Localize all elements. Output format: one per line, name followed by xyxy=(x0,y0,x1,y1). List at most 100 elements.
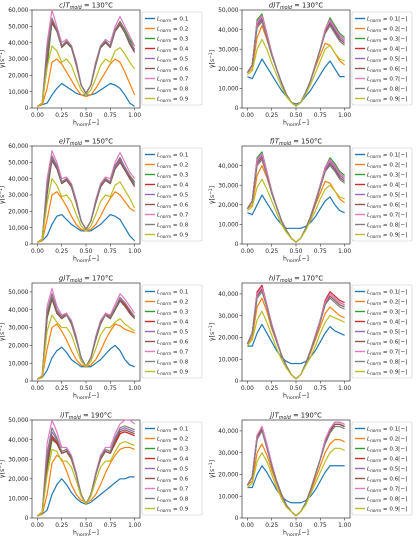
legend-box xyxy=(141,11,203,106)
y-tick-label: 20,000 xyxy=(8,477,29,483)
y-tick-label: 0 xyxy=(25,516,29,522)
legend-entry: Lnorm = 0.3[−] xyxy=(367,310,407,316)
y-axis-label: γ̇[s−1] xyxy=(0,50,6,68)
legend-entry: Lnorm = 0.5[−] xyxy=(367,330,407,336)
legend-entry: Lnorm = 0.2 xyxy=(157,300,188,306)
x-axis-label: hnorm[−] xyxy=(73,393,99,402)
legend-entry: Lnorm = 0.4[−] xyxy=(367,47,407,53)
y-tick-label: 10,000 xyxy=(218,87,239,93)
legend-entry: Lnorm = 0.8 xyxy=(157,497,189,503)
chart-title: f)Tmold = 150°C xyxy=(270,138,323,148)
series-line xyxy=(37,446,135,517)
y-axis-label: γ̇[s−1] xyxy=(0,186,6,204)
legend-entry: Lnorm = 0.9[−] xyxy=(367,97,407,103)
legend-entry: Lnorm = 0.6[−] xyxy=(367,67,407,73)
legend-entry: Lnorm = 0.1[−] xyxy=(367,17,407,23)
y-tick-label: 20,000 xyxy=(218,67,239,73)
x-axis-label: hnorm[−] xyxy=(283,393,309,402)
y-tick-label: 10,000 xyxy=(218,357,239,363)
x-tick-label: 0.75 xyxy=(104,249,117,255)
legend-entry: Lnorm = 0.8[−] xyxy=(367,497,407,503)
x-tick-label: 0.75 xyxy=(104,386,117,392)
legend-entry: Lnorm = 0.7 xyxy=(157,487,189,493)
chart-title: i)Tmold = 190°C xyxy=(60,412,112,422)
x-tick-label: 0.50 xyxy=(290,249,303,255)
y-tick-label: 30,000 xyxy=(8,457,29,463)
legend-box xyxy=(141,147,203,242)
x-tick-label: 1.00 xyxy=(338,386,351,392)
legend-entry: Lnorm = 0.3[−] xyxy=(367,173,407,179)
x-tick-label: 0.25 xyxy=(265,386,278,392)
legend-entry: Lnorm = 0.7[−] xyxy=(367,487,407,493)
chart-panel: 0 10,000 20,000 30,000 40,000 0.00 0.25 0.50 0.7… xyxy=(208,412,413,538)
y-tick-label: 40,000 xyxy=(8,438,29,444)
legend-entry: Lnorm = 0.2 xyxy=(157,437,188,443)
x-tick-label: 0.50 xyxy=(290,386,303,392)
legend-entry: Lnorm = 0.8[−] xyxy=(367,360,407,366)
legend-entry: Lnorm = 0.2 xyxy=(157,27,188,33)
legend-entry: Lnorm = 0.1 xyxy=(157,153,189,159)
y-tick-label: 20,000 xyxy=(8,344,29,350)
legend-entry: Lnorm = 0.5[−] xyxy=(367,57,407,63)
chart-title: g)Tmold = 170°C xyxy=(59,275,114,285)
legend-entry: Lnorm = 0.6 xyxy=(157,203,189,209)
legend-entry: Lnorm = 0.3[−] xyxy=(367,37,407,43)
chart-title: e)Tmold = 150°C xyxy=(59,138,113,148)
x-tick-label: 1.00 xyxy=(338,249,351,255)
y-tick-label: 40,000 xyxy=(218,28,239,34)
series-line xyxy=(246,447,345,517)
y-tick-label: 0 xyxy=(25,242,29,248)
legend-entry: Lnorm = 0.8[−] xyxy=(367,223,407,229)
legend-entry: Lnorm = 0.7[−] xyxy=(367,350,407,356)
legend-entry: Lnorm = 0.5 xyxy=(157,330,189,336)
x-tick-label: 0.00 xyxy=(241,249,254,255)
legend-entry: Lnorm = 0.8[−] xyxy=(367,87,407,93)
x-tick-label: 0.75 xyxy=(104,113,117,119)
x-tick-label: 0.00 xyxy=(31,523,44,529)
legend-entry: Lnorm = 0.7[−] xyxy=(367,77,407,83)
y-tick-label: 50,000 xyxy=(8,25,29,31)
y-tick-label: 10,000 xyxy=(8,361,29,367)
y-tick-label: 60,000 xyxy=(8,144,29,150)
legend-entry: Lnorm = 0.3 xyxy=(157,447,189,453)
legend-entry: Lnorm = 0.2[−] xyxy=(367,27,407,33)
x-axis-label: hnorm[−] xyxy=(283,256,309,265)
y-tick-label: 0 xyxy=(25,106,29,112)
y-tick-label: 20,000 xyxy=(218,203,239,209)
legend-entry: Lnorm = 0.9 xyxy=(157,370,189,376)
y-tick-label: 40,000 xyxy=(218,429,239,435)
x-tick-label: 0.50 xyxy=(80,249,93,255)
x-axis-label: hnorm[−] xyxy=(73,256,99,265)
legend-entry: Lnorm = 0.4 xyxy=(157,320,189,326)
y-tick-label: 60,000 xyxy=(8,8,29,14)
y-tick-label: 10,000 xyxy=(8,497,29,503)
x-tick-label: 0.00 xyxy=(31,386,44,392)
y-tick-label: 30,000 xyxy=(8,193,29,199)
legend-entry: Lnorm = 0.5 xyxy=(157,57,189,63)
x-tick-label: 0.25 xyxy=(55,523,68,529)
series-line xyxy=(37,178,136,243)
x-tick-label: 0.75 xyxy=(314,523,327,529)
chart-panel: 0 10,000 20,000 30,000 40,000 50,000 0.00 0.25 0… xyxy=(0,412,203,538)
chart-panel: 0 10,000 20,000 30,000 40,000 50,000 0.00 0.25 0… xyxy=(0,275,203,402)
x-tick-label: 0.25 xyxy=(55,249,68,255)
x-tick-label: 0.25 xyxy=(265,249,278,255)
y-tick-label: 40,000 xyxy=(8,41,29,47)
x-tick-label: 1.00 xyxy=(338,523,351,529)
legend-entry: Lnorm = 0.4[−] xyxy=(367,457,407,463)
legend-entry: Lnorm = 0.9[−] xyxy=(367,233,407,239)
legend-entry: Lnorm = 0.1[−] xyxy=(367,153,407,159)
y-tick-label: 10,000 xyxy=(8,90,29,96)
legend-entry: Lnorm = 0.4 xyxy=(157,183,189,189)
legend-entry: Lnorm = 0.5[−] xyxy=(367,193,407,199)
legend-entry: Lnorm = 0.3 xyxy=(157,310,189,316)
legend-entry: Lnorm = 0.6[−] xyxy=(367,340,407,346)
series-line xyxy=(37,440,135,517)
legend-entry: Lnorm = 0.6[−] xyxy=(367,203,407,209)
x-tick-label: 0.50 xyxy=(80,523,93,529)
legend-entry: Lnorm = 0.6 xyxy=(157,67,189,73)
y-tick-label: 30,000 xyxy=(8,326,29,332)
legend-entry: Lnorm = 0.8 xyxy=(157,360,189,366)
x-tick-label: 0.50 xyxy=(80,386,93,392)
